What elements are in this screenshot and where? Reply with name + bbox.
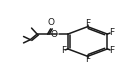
Text: F: F bbox=[109, 28, 115, 37]
Text: F: F bbox=[85, 55, 90, 64]
Text: O: O bbox=[48, 18, 55, 27]
Text: O: O bbox=[50, 30, 57, 39]
Text: F: F bbox=[85, 19, 90, 28]
Text: F: F bbox=[109, 46, 115, 55]
Text: F: F bbox=[61, 46, 66, 55]
